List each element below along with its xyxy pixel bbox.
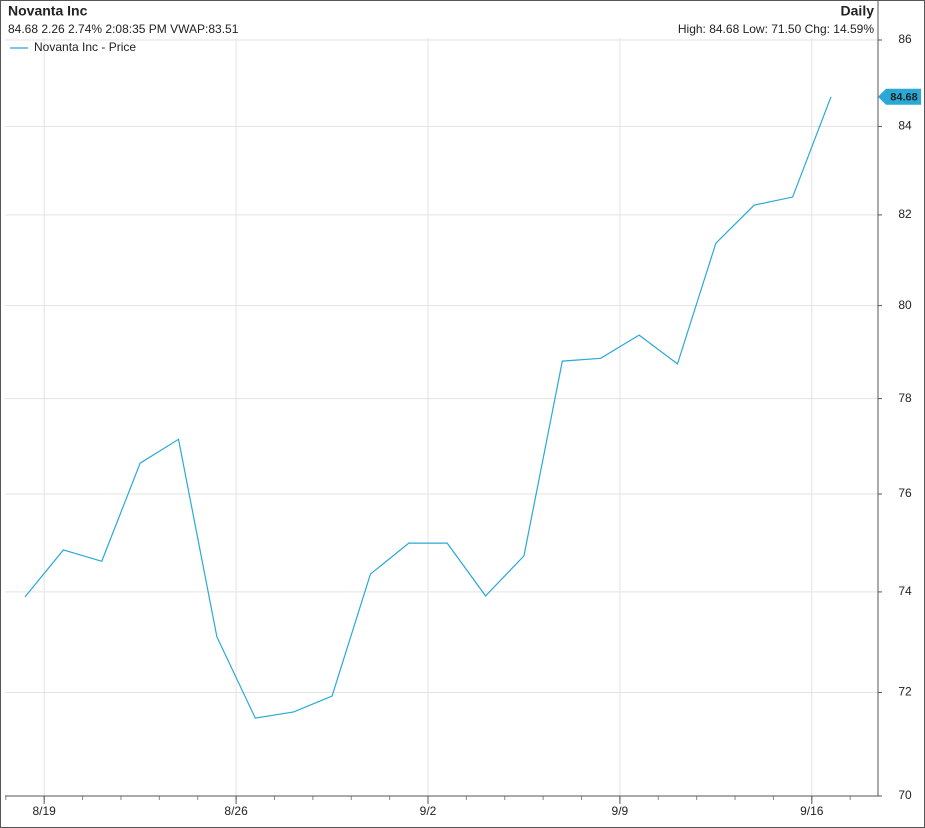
y-tick-label: 84 <box>898 119 912 133</box>
x-tick-label: 8/19 <box>33 804 57 818</box>
chart-title: Novanta Inc <box>8 3 88 19</box>
y-tick-label: 82 <box>898 207 912 221</box>
quote-line: 84.68 2.26 2.74% 2:08:35 PM VWAP:83.51 <box>8 22 239 36</box>
x-tick-label: 9/9 <box>612 804 629 818</box>
y-tick-label: 70 <box>898 788 912 802</box>
price-tag <box>878 88 921 105</box>
legend-label: Novanta Inc - Price <box>34 40 136 54</box>
y-tick-label: 86 <box>898 32 912 46</box>
y-tick-label: 76 <box>898 486 912 500</box>
y-tick-label: 72 <box>898 685 912 699</box>
x-tick-label: 9/16 <box>800 804 824 818</box>
price-tag-label: 84.68 <box>890 92 918 104</box>
x-tick-label: 8/26 <box>224 804 248 818</box>
period: Daily <box>841 3 875 19</box>
stats: High: 84.68 Low: 71.50 Chg: 14.59% <box>678 22 874 36</box>
y-tick-label: 78 <box>898 391 912 405</box>
price-line <box>24 96 832 719</box>
y-tick-label: 80 <box>898 298 912 312</box>
y-tick-label: 74 <box>898 584 912 598</box>
x-tick-label: 9/2 <box>420 804 437 818</box>
